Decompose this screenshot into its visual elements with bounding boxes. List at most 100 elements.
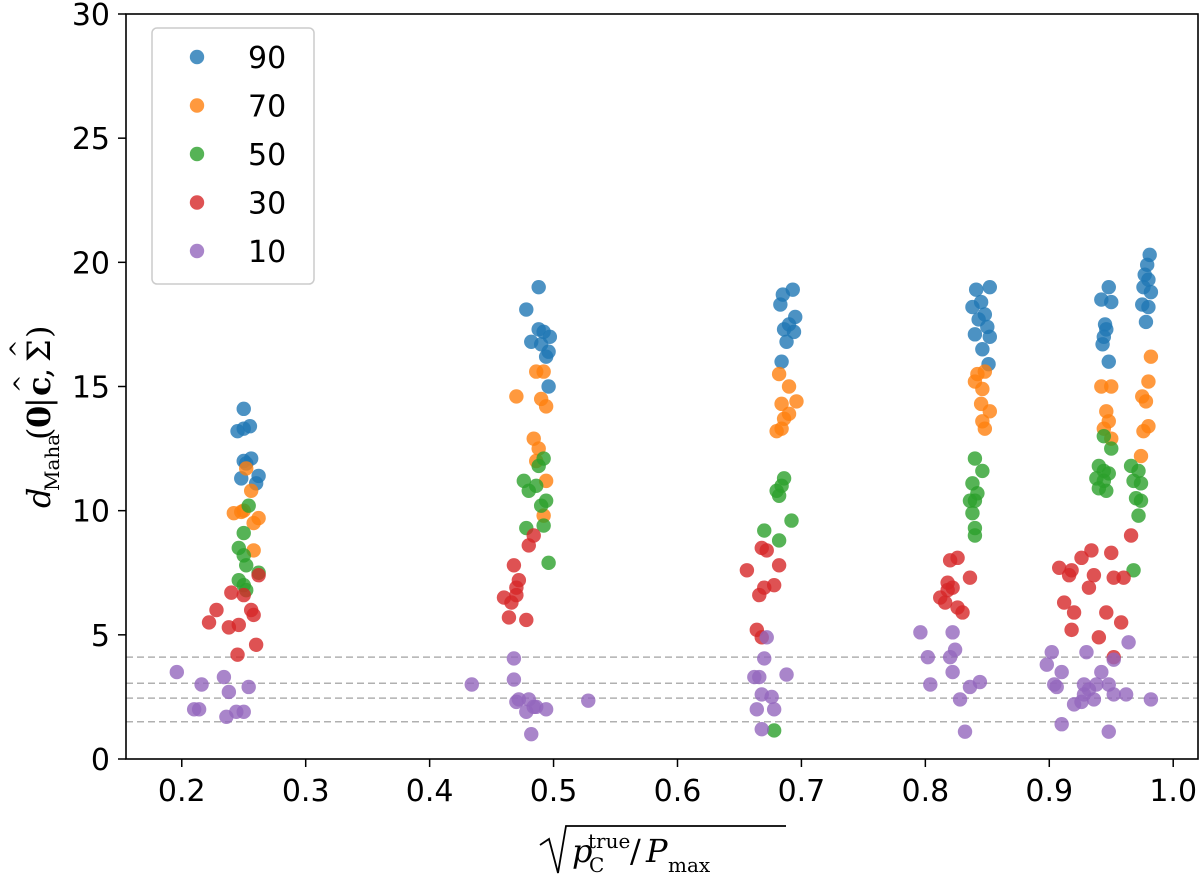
y-label-paren-close: ) — [20, 326, 58, 338]
data-point-10 — [1079, 645, 1094, 660]
data-point-10 — [754, 722, 769, 737]
data-point-50 — [236, 525, 251, 541]
legend-marker-70 — [189, 98, 205, 113]
data-point-30 — [942, 553, 958, 568]
data-point-50 — [967, 451, 983, 466]
data-point-10 — [920, 649, 936, 665]
y-label-sigma-hat: ^ — [7, 340, 32, 358]
data-point-70 — [1138, 394, 1154, 409]
data-point-70 — [239, 461, 254, 476]
sqrt-sign — [539, 825, 786, 874]
data-point-30 — [504, 595, 519, 610]
data-point-50 — [965, 505, 980, 521]
y-axis-label: d Maha ( 0 | c ^ , Σ ^ ) — [7, 326, 64, 508]
series-30 — [201, 528, 1139, 665]
data-point-50 — [1126, 563, 1141, 578]
data-point-30 — [1104, 545, 1119, 561]
legend-label-90: 90 — [248, 41, 286, 76]
series-10 — [169, 625, 1159, 742]
data-point-30 — [246, 607, 261, 623]
data-point-30 — [221, 620, 237, 635]
data-point-70 — [769, 424, 784, 439]
data-point-70 — [246, 515, 261, 531]
y-tick-label: 30 — [72, 0, 110, 33]
data-point-30 — [1116, 570, 1131, 585]
data-point-90 — [236, 421, 251, 436]
data-point-30 — [1056, 595, 1072, 610]
data-point-50 — [757, 523, 772, 538]
data-point-50 — [1131, 508, 1146, 523]
x-label-p: p — [572, 832, 592, 870]
legend-label-10: 10 — [248, 235, 286, 270]
data-point-30 — [251, 568, 266, 583]
data-point-50 — [1104, 441, 1119, 456]
legend-label-50: 50 — [248, 138, 286, 173]
data-point-50 — [241, 498, 256, 513]
data-point-10 — [957, 724, 973, 739]
y-axis-ticks: 0 5 10 15 20 25 30 — [72, 0, 126, 778]
data-point-10 — [1039, 657, 1055, 672]
x-label-slash: / — [630, 832, 641, 870]
data-point-10 — [749, 702, 765, 717]
data-point-90 — [538, 349, 554, 364]
data-point-30 — [940, 582, 955, 598]
y-tick-label: 5 — [91, 619, 110, 654]
data-point-10 — [1106, 687, 1121, 702]
y-label-sigma: Σ — [20, 339, 58, 362]
data-point-70 — [1104, 379, 1119, 394]
data-point-10 — [1054, 664, 1069, 680]
x-label-sub-max: max — [668, 853, 711, 877]
data-point-10 — [1049, 679, 1064, 695]
data-point-70 — [977, 421, 993, 436]
data-point-30 — [1113, 615, 1129, 630]
data-point-10 — [221, 684, 237, 700]
data-point-10 — [506, 651, 522, 666]
data-point-10 — [1054, 717, 1069, 732]
data-point-70 — [509, 389, 524, 404]
legend-marker-90 — [189, 49, 205, 65]
data-point-10 — [1101, 724, 1116, 739]
data-point-10 — [1086, 692, 1102, 707]
x-tick-label: 0.5 — [530, 774, 578, 809]
y-label-c-hat: ^ — [11, 375, 36, 393]
data-point-70 — [538, 399, 554, 414]
data-point-70 — [1094, 379, 1109, 394]
data-point-10 — [1106, 652, 1121, 667]
data-point-70 — [1136, 424, 1151, 439]
data-point-70 — [789, 394, 804, 409]
data-point-10 — [779, 667, 794, 682]
data-point-30 — [962, 570, 978, 585]
data-point-50 — [967, 528, 983, 543]
data-point-10 — [1118, 687, 1134, 702]
x-tick-label: 0.8 — [901, 774, 949, 809]
data-point-10 — [524, 726, 539, 742]
data-point-50 — [521, 483, 536, 498]
x-tick-label: 1.0 — [1149, 774, 1197, 809]
series-50 — [231, 428, 1149, 738]
legend: 90 70 50 30 10 — [151, 27, 315, 285]
data-point-30 — [501, 610, 517, 625]
legend-marker-50 — [189, 146, 205, 162]
data-point-10 — [947, 642, 963, 657]
x-tick-label: 0.2 — [158, 774, 206, 809]
data-point-50 — [239, 558, 254, 573]
data-point-10 — [972, 674, 988, 690]
data-point-90 — [968, 282, 984, 297]
data-point-50 — [1099, 483, 1114, 498]
data-point-30 — [230, 647, 245, 662]
x-label-P: P — [645, 832, 668, 870]
y-label-sub-maha: Maha — [40, 434, 64, 491]
data-point-50 — [1096, 428, 1112, 444]
data-point-10 — [509, 694, 524, 710]
x-tick-label: 0.3 — [282, 774, 330, 809]
x-tick-label: 0.9 — [1025, 774, 1073, 809]
data-point-70 — [1133, 448, 1149, 464]
data-point-10 — [752, 669, 767, 685]
data-point-90 — [1101, 279, 1116, 295]
y-tick-label: 15 — [72, 371, 110, 406]
x-tick-label: 0.4 — [406, 774, 454, 809]
data-point-30 — [236, 587, 251, 603]
x-axis-ticks: 0.2 0.3 0.4 0.5 0.6 0.7 0.8 0.9 1.0 — [158, 759, 1197, 809]
data-point-10 — [519, 704, 534, 720]
